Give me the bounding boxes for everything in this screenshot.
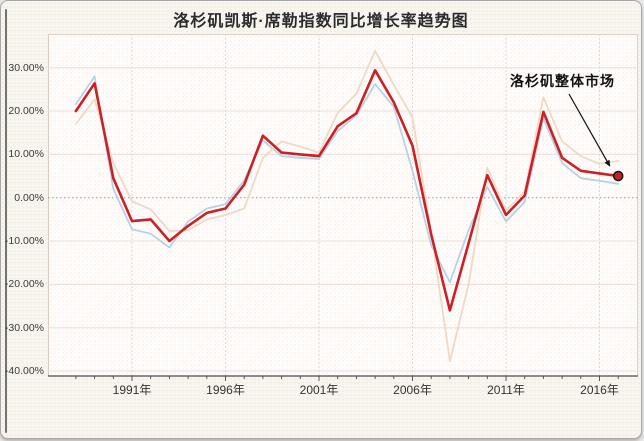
y-tick-label: -40.00% [4,365,44,378]
x-tick-label: 2006年 [393,383,432,397]
y-tick-label: 0.00% [14,191,44,204]
y-tick-label: -10.00% [4,235,44,248]
x-tick-label: 2016年 [580,383,619,397]
y-tick-label: 30.00% [8,61,44,74]
x-tick-label: 2001年 [299,383,339,397]
x-tick-label: 1996年 [206,383,245,397]
annotation-label: 洛杉矶整体市场 [510,73,615,89]
y-tick-label: 20.00% [8,105,44,118]
chart-title: 洛杉矶凯斯·席勒指数同比增长率趋势图 [173,13,469,30]
x-tick-label: 1991年 [112,383,152,397]
y-tick-label: 10.00% [8,148,44,161]
window-left-edge-line [5,9,7,433]
y-tick-label: -20.00% [4,278,44,291]
x-tick-label: 2011年 [487,383,525,397]
y-tick-label: -30.00% [4,321,44,334]
